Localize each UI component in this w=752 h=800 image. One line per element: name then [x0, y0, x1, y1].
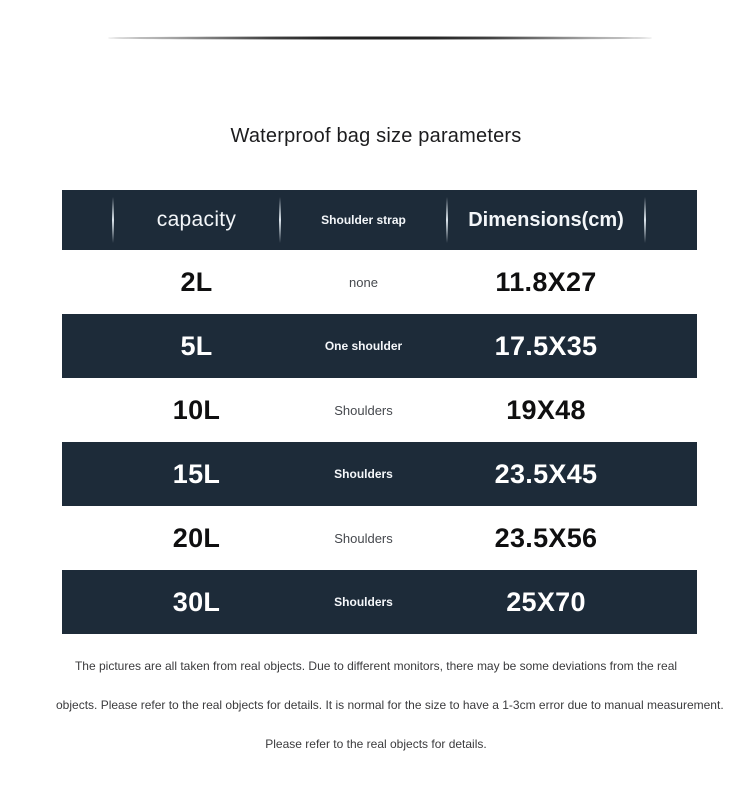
shoulder-strap-cell: Shoulders	[334, 402, 393, 418]
dimensions-cell: 11.8X27	[495, 266, 597, 297]
column-header-capacity: capacity	[156, 208, 237, 231]
shoulder-strap-cell: none	[349, 274, 378, 290]
capacity-cell: 15L	[172, 458, 221, 489]
capacity-cell: 5L	[180, 330, 213, 361]
dimensions-cell: 23.5X56	[494, 522, 598, 553]
column-header-dimensions: Dimensions(cm)	[468, 208, 624, 231]
capacity-cell: 2L	[180, 266, 213, 297]
capacity-cell: 10L	[172, 394, 221, 425]
table-row: 10L Shoulders 19X48	[62, 378, 697, 442]
disclaimer-text: The pictures are all taken from real obj…	[56, 659, 724, 751]
disclaimer-line: objects. Please refer to the real object…	[56, 698, 724, 712]
shoulder-strap-cell: One shoulder	[324, 339, 403, 353]
decorative-divider	[108, 36, 652, 40]
header-divider	[112, 197, 114, 243]
table-row: 5L One shoulder 17.5X35	[62, 314, 697, 378]
capacity-cell: 20L	[172, 522, 221, 553]
header-divider	[446, 197, 448, 243]
table-row: 20L Shoulders 23.5X56	[62, 506, 697, 570]
dimensions-cell: 19X48	[506, 394, 586, 425]
table-header-row: capacity Shoulder strap Dimensions(cm)	[62, 190, 697, 250]
disclaimer-line: The pictures are all taken from real obj…	[74, 659, 678, 673]
shoulder-strap-cell: Shoulders	[334, 530, 393, 546]
header-divider	[644, 197, 646, 243]
capacity-cell: 30L	[172, 586, 221, 617]
disclaimer-line: Please refer to the real objects for det…	[265, 737, 487, 751]
dimensions-cell: 17.5X35	[494, 330, 598, 361]
dimensions-cell: 23.5X45	[494, 458, 598, 489]
table-row: 15L Shoulders 23.5X45	[62, 442, 697, 506]
column-header-shoulder-strap: Shoulder strap	[321, 213, 406, 227]
page-title: Waterproof bag size parameters	[230, 125, 522, 148]
table-body: 2L none 11.8X27 5L One shoulder 17.5X35 …	[62, 250, 697, 634]
header-divider	[279, 197, 281, 243]
shoulder-strap-cell: Shoulders	[334, 467, 393, 481]
shoulder-strap-cell: Shoulders	[334, 595, 393, 609]
size-table: capacity Shoulder strap Dimensions(cm) 2…	[62, 190, 697, 634]
dimensions-cell: 25X70	[506, 586, 586, 617]
table-row: 30L Shoulders 25X70	[62, 570, 697, 634]
table-row: 2L none 11.8X27	[62, 250, 697, 314]
